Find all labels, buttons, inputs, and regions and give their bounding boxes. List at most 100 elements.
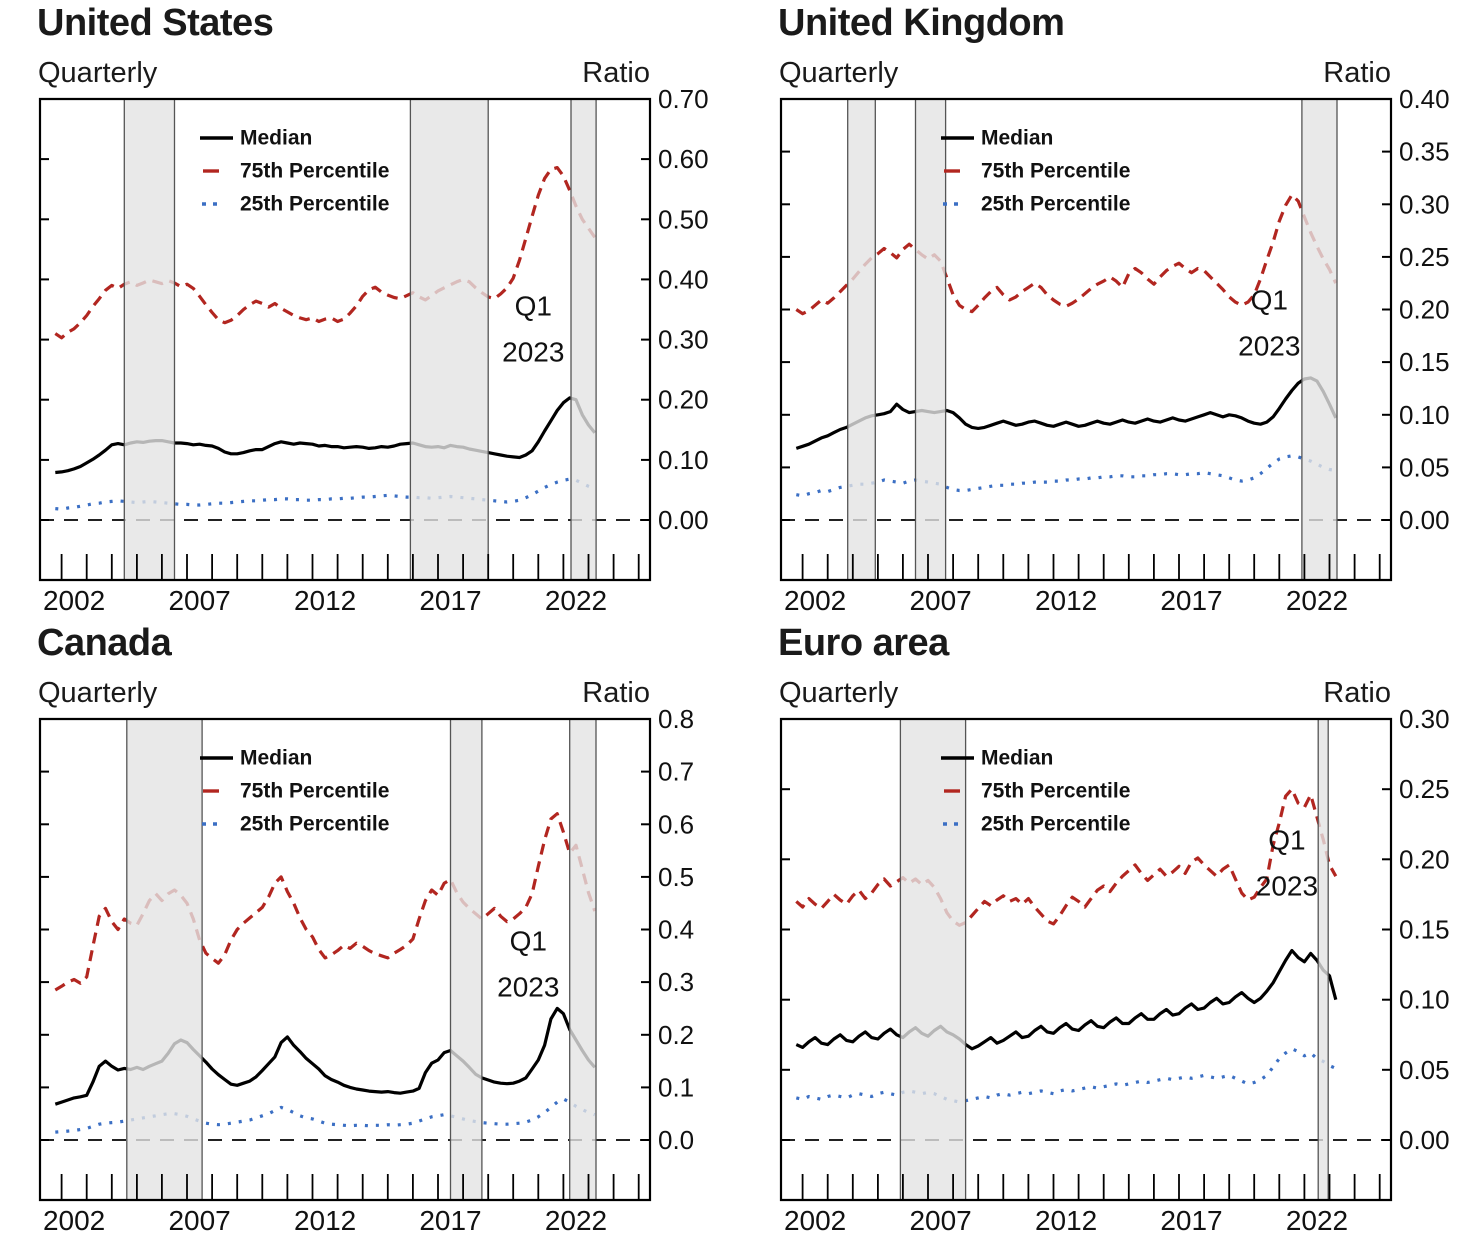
x-tick-label: 2022	[545, 1205, 607, 1236]
annotation-q1-2023: 2023	[497, 972, 559, 1003]
plot-box	[779, 97, 1393, 582]
x-tick-label: 2007	[168, 585, 230, 616]
y-tick-label: 0.3	[658, 967, 694, 997]
legend-label: Median	[981, 747, 1053, 770]
y-axis-caption-left: Quarterly	[38, 677, 158, 709]
y-tick-label: 0.1	[658, 1072, 694, 1102]
panel-united-states: United States Quarterly Ratio 0.00 0.10 0.…	[0, 0, 742, 620]
x-tick-label: 2012	[1035, 585, 1097, 616]
legend-label: 75th Percentile	[981, 780, 1130, 803]
annotation-q1-2023: 2023	[1238, 331, 1300, 362]
y-tick-label: 0.10	[1399, 400, 1450, 430]
panel-title: United States	[37, 2, 274, 44]
x-tick-label: 2022	[545, 585, 607, 616]
y-axis-caption-right: Ratio	[582, 57, 650, 89]
y-tick-label: 0.30	[658, 325, 709, 355]
y-tick-label: 0.30	[1399, 704, 1450, 734]
y-axis-caption-left: Quarterly	[779, 677, 899, 709]
y-tick-label: 0.6	[658, 809, 694, 839]
annotation-q1-2023: Q1	[515, 291, 552, 322]
p25-line	[796, 454, 1337, 498]
y-tick-label: 0.15	[1399, 915, 1450, 945]
panel-title: Euro area	[778, 622, 949, 664]
x-tick-label: 2012	[294, 1205, 356, 1236]
x-tick-label: 2002	[784, 585, 846, 616]
x-tick-label: 2007	[909, 585, 971, 616]
y-tick-label: 0.20	[1399, 844, 1450, 874]
legend-label: 75th Percentile	[240, 780, 389, 803]
tightening-band	[570, 98, 597, 581]
y-tick-label: 0.20	[1399, 295, 1450, 325]
tightening-band	[569, 718, 597, 1201]
y-tick-label: 0.15	[1399, 347, 1450, 377]
plot-box	[38, 717, 652, 1202]
median-line	[795, 376, 1338, 450]
x-tick-label: 2002	[784, 1205, 846, 1236]
panel-title: Canada	[37, 622, 172, 664]
panel-title: United Kingdom	[778, 2, 1065, 44]
y-tick-label: 0.2	[658, 1020, 694, 1050]
y-tick-label: 0.00	[658, 505, 709, 535]
y-tick-label: 0.20	[658, 385, 709, 415]
annotation-q1-2023: Q1	[510, 926, 547, 957]
x-tick-label: 2017	[1160, 585, 1222, 616]
panel-euro-area: Euro area Quarterly Ratio 0.00 0.05 0.10 0.…	[741, 620, 1483, 1240]
tightening-band	[449, 718, 483, 1201]
y-tick-label: 0.40	[658, 264, 709, 294]
y-axis-caption-right: Ratio	[1323, 677, 1391, 709]
y-tick-label: 0.00	[1399, 505, 1450, 535]
panel-united-kingdom: United Kingdom Quarterly Ratio 0.00 0.05 0…	[741, 0, 1483, 620]
p75-line	[54, 812, 597, 992]
y-tick-label: 0.25	[1399, 242, 1450, 272]
legend-label: 75th Percentile	[981, 160, 1130, 183]
y-tick-label: 0.30	[1399, 189, 1450, 219]
y-tick-label: 0.00	[1399, 1125, 1450, 1155]
panel-canada: Canada Quarterly Ratio 0.0 0.1 0.2 0.3 0.4 0.…	[0, 620, 742, 1240]
y-tick-label: 0.25	[1399, 774, 1450, 804]
x-tick-label: 2007	[909, 1205, 971, 1236]
y-tick-label: 0.7	[658, 757, 694, 787]
tightening-band	[847, 98, 876, 581]
y-axis-caption-left: Quarterly	[38, 57, 158, 89]
x-tick-label: 2017	[1160, 1205, 1222, 1236]
legend-label: 25th Percentile	[981, 813, 1130, 836]
uk-plot: 0.00 0.05 0.10 0.15 0.20 0.25 0.30 0.35 0.40 2002…	[779, 84, 1450, 616]
y-tick-label: 0.10	[1399, 985, 1450, 1015]
y-tick-label: 0.70	[658, 84, 709, 114]
plot-box	[779, 717, 1393, 1202]
y-tick-label: 0.8	[658, 704, 694, 734]
x-tick-label: 2022	[1286, 585, 1348, 616]
annotation-q1-2023: Q1	[1268, 825, 1305, 856]
y-tick-label: 0.05	[1399, 1055, 1450, 1085]
y-tick-label: 0.5	[658, 862, 694, 892]
plot-box	[38, 97, 652, 582]
tightening-band	[123, 98, 176, 581]
y-axis-caption-left: Quarterly	[779, 57, 899, 89]
legend-label: 25th Percentile	[240, 193, 389, 216]
p75-line	[795, 193, 1338, 316]
y-tick-label: 0.05	[1399, 452, 1450, 482]
x-tick-label: 2017	[419, 1205, 481, 1236]
tightening-band	[914, 98, 947, 581]
tightening-band	[126, 718, 203, 1201]
legend-label: 75th Percentile	[240, 160, 389, 183]
canada-plot: 0.0 0.1 0.2 0.3 0.4 0.5 0.6 0.7 0.8 2002 2007 2012 2…	[38, 704, 694, 1236]
x-tick-label: 2002	[43, 585, 105, 616]
us-plot: 0.00 0.10 0.20 0.30 0.40 0.50 0.60 0.70 2002 2007…	[38, 84, 709, 616]
y-tick-label: 0.0	[658, 1125, 694, 1155]
y-tick-label: 0.4	[658, 915, 694, 945]
y-tick-label: 0.35	[1399, 137, 1450, 167]
y-tick-label: 0.10	[658, 445, 709, 475]
legend-label: 25th Percentile	[981, 193, 1130, 216]
legend-label: Median	[240, 747, 312, 770]
p75-line	[795, 787, 1338, 927]
legend-label: Median	[981, 127, 1053, 150]
legend-label: 25th Percentile	[240, 813, 389, 836]
y-axis-caption-right: Ratio	[582, 677, 650, 709]
tightening-band	[409, 98, 489, 581]
y-axis-caption-right: Ratio	[1323, 57, 1391, 89]
euro-plot: 0.00 0.05 0.10 0.15 0.20 0.25 0.30 2002 2007 2012…	[779, 704, 1450, 1236]
x-tick-label: 2012	[294, 585, 356, 616]
annotation-q1-2023: Q1	[1251, 285, 1288, 316]
